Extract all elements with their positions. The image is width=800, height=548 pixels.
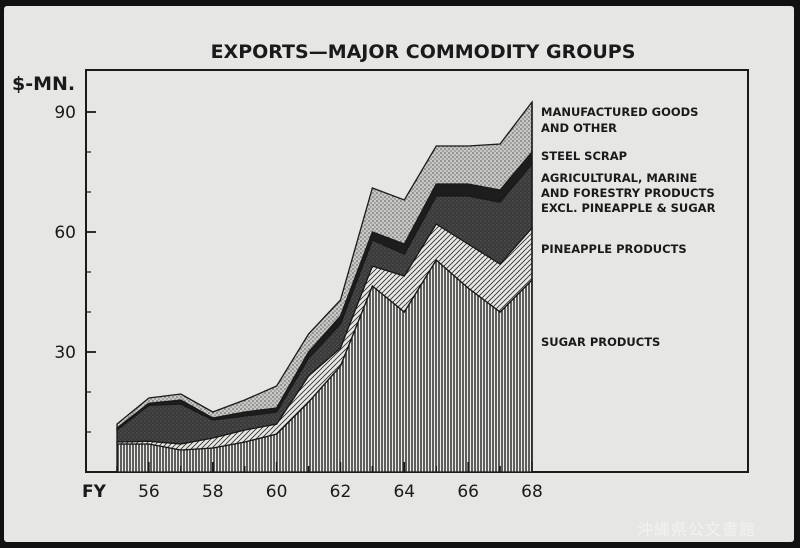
legend-label-series-4: STEEL SCRAP — [541, 149, 627, 163]
y-axis-label: $-MN. — [12, 73, 75, 95]
y-tick-label: 90 — [54, 103, 76, 123]
x-tick-label: 68 — [521, 482, 543, 502]
stacked-areas — [116, 100, 533, 473]
x-axis-prefix: FY — [82, 482, 107, 502]
y-tick-label: 30 — [54, 343, 76, 363]
x-tick-label: 62 — [330, 482, 352, 502]
legend-label-series-3: AGRICULTURAL, MARINE AND FORESTRY PRODUCT… — [541, 171, 716, 215]
y-tick-label: 60 — [54, 223, 76, 243]
x-tick-label: 58 — [202, 482, 224, 502]
legend-label-series-2: PINEAPPLE PRODUCTS — [541, 242, 687, 256]
x-tick-label: 56 — [138, 482, 160, 502]
axis-ticks: 56 58 60 62 64 66 68 30 60 90 — [54, 103, 542, 502]
legend-label-series-1: SUGAR PRODUCTS — [541, 335, 660, 349]
legend: MANUFACTURED GOODS AND OTHER STEEL SCRAP AG… — [541, 105, 716, 349]
archive-watermark: 沖縄県公文書館 — [637, 520, 757, 539]
x-tick-label: 64 — [393, 482, 415, 502]
legend-label-series-5: MANUFACTURED GOODS AND OTHER — [541, 105, 698, 135]
x-tick-label: 60 — [266, 482, 288, 502]
x-tick-label: 66 — [457, 482, 479, 502]
chart-title: EXPORTS—MAJOR COMMODITY GROUPS — [211, 41, 636, 63]
